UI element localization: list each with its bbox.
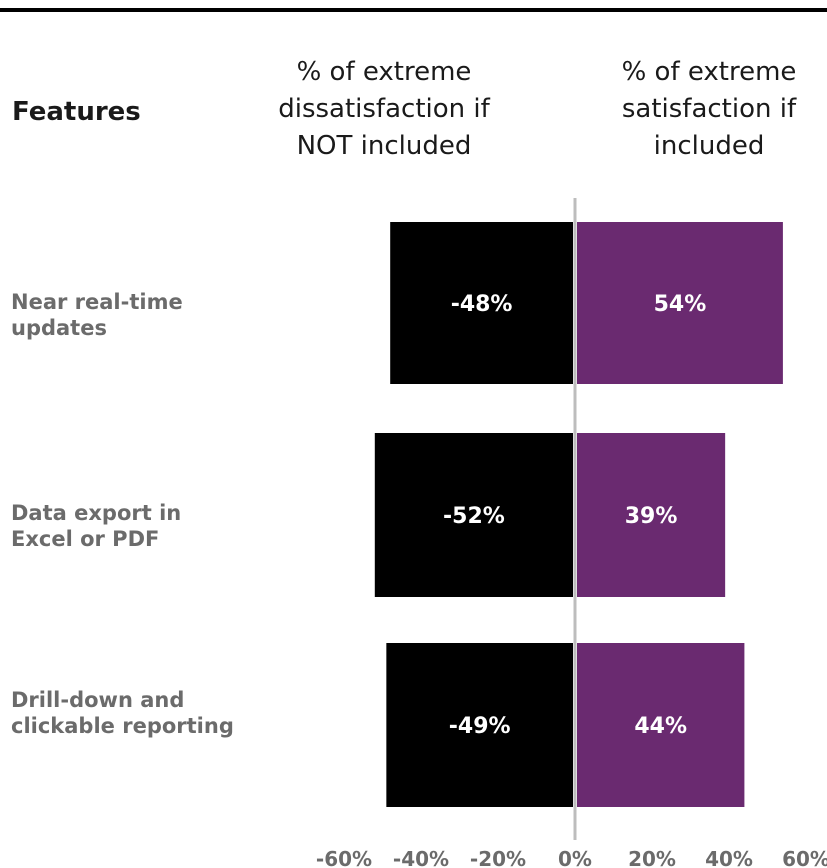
- bar-value-label: -52%: [443, 504, 505, 529]
- bar-value-label: 44%: [634, 714, 687, 739]
- features-heading: Features: [12, 97, 141, 127]
- bar-value-label: 54%: [654, 292, 707, 317]
- satisfaction-column-heading: % of extreme satisfaction if included: [621, 57, 797, 161]
- x-tick-label: -60%: [316, 847, 372, 868]
- x-tick-label: -20%: [470, 847, 526, 868]
- bar-value-label: 39%: [625, 504, 678, 529]
- category-label: Near real-time updates: [11, 290, 183, 340]
- dissatisfaction-bar: [390, 222, 573, 384]
- satisfaction-bar: [577, 643, 745, 807]
- x-tick-label: 60%: [782, 847, 827, 868]
- dissatisfaction-column-heading: % of extreme dissatisfaction if NOT incl…: [278, 57, 490, 161]
- satisfaction-bar: [577, 433, 726, 597]
- bar-value-label: -48%: [451, 292, 513, 317]
- x-tick-label: -40%: [393, 847, 449, 868]
- top-rule: [0, 8, 827, 12]
- category-label: Drill-down and clickable reporting: [11, 688, 234, 738]
- bar-value-label: -49%: [449, 714, 511, 739]
- category-label: Data export in Excel or PDF: [11, 501, 182, 551]
- x-tick-label: 40%: [705, 847, 753, 868]
- satisfaction-bar: [577, 222, 783, 384]
- dissatisfaction-bar: [374, 433, 573, 597]
- x-tick-label: 0%: [558, 847, 592, 868]
- dissatisfaction-bar: [386, 643, 573, 807]
- x-tick-label: 20%: [628, 847, 676, 868]
